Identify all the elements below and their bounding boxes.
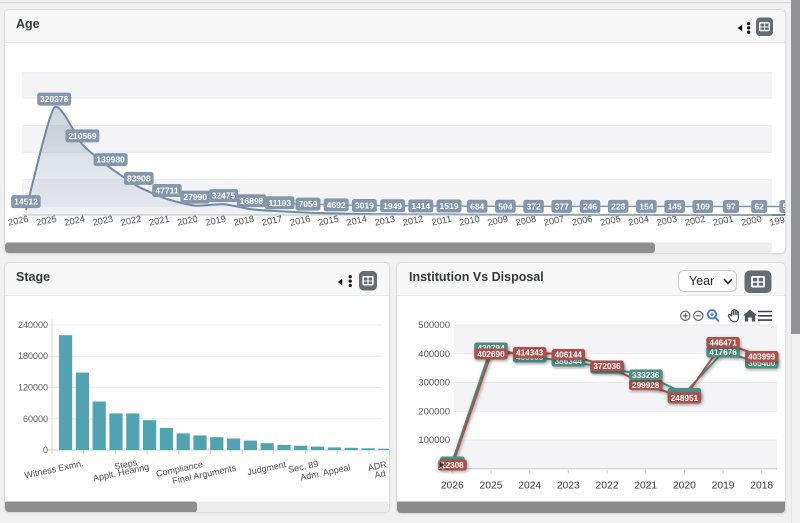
- svg-text:145: 145: [668, 202, 682, 212]
- svg-text:0: 0: [43, 445, 48, 455]
- svg-text:417676: 417676: [709, 348, 737, 357]
- svg-text:2012: 2012: [402, 214, 424, 228]
- svg-text:446471: 446471: [709, 339, 737, 348]
- svg-text:83908: 83908: [127, 173, 151, 183]
- svg-text:2023: 2023: [557, 481, 580, 492]
- svg-text:299928: 299928: [632, 381, 660, 390]
- svg-text:504: 504: [498, 201, 512, 211]
- svg-text:406144: 406144: [555, 351, 583, 360]
- svg-text:372036: 372036: [593, 362, 621, 371]
- svg-text:2024: 2024: [518, 481, 541, 492]
- svg-text:2023: 2023: [92, 214, 114, 228]
- svg-text:60000: 60000: [23, 414, 48, 424]
- svg-text:2004: 2004: [628, 214, 650, 228]
- svg-text:51: 51: [783, 202, 785, 212]
- svg-text:62: 62: [754, 202, 764, 212]
- svg-text:11103: 11103: [268, 198, 291, 208]
- svg-text:2022: 2022: [596, 481, 619, 492]
- svg-text:2001: 2001: [712, 214, 734, 228]
- svg-text:402690: 402690: [477, 350, 505, 359]
- svg-text:320378: 320378: [40, 94, 69, 104]
- svg-text:246: 246: [583, 201, 597, 211]
- svg-text:139980: 139980: [96, 155, 125, 165]
- svg-text:7059: 7059: [299, 199, 318, 209]
- svg-text:2000: 2000: [740, 214, 762, 228]
- svg-text:2024: 2024: [64, 214, 86, 228]
- svg-text:240000: 240000: [18, 320, 48, 330]
- svg-text:200000: 200000: [418, 406, 450, 417]
- svg-text:333236: 333236: [632, 371, 660, 380]
- svg-text:2022: 2022: [120, 214, 142, 228]
- svg-text:97: 97: [726, 202, 736, 212]
- svg-text:2014: 2014: [346, 214, 368, 228]
- svg-text:2019: 2019: [712, 481, 735, 492]
- svg-text:2006: 2006: [571, 214, 593, 228]
- svg-text:2025: 2025: [35, 214, 57, 228]
- svg-text:2011: 2011: [431, 214, 453, 228]
- svg-text:180000: 180000: [18, 351, 48, 361]
- svg-text:Judgment: Judgment: [246, 459, 287, 477]
- svg-text:2026: 2026: [7, 214, 29, 228]
- svg-text:4692: 4692: [327, 200, 346, 210]
- svg-text:2026: 2026: [441, 481, 464, 492]
- svg-text:27990: 27990: [183, 192, 207, 202]
- svg-text:2016: 2016: [289, 214, 311, 228]
- svg-text:2005: 2005: [599, 214, 621, 228]
- svg-text:2017: 2017: [261, 214, 283, 228]
- svg-text:14512: 14512: [14, 197, 38, 207]
- svg-text:400000: 400000: [418, 349, 450, 360]
- svg-text:228: 228: [611, 201, 625, 211]
- svg-text:2007: 2007: [543, 214, 565, 228]
- svg-text:154: 154: [639, 201, 653, 211]
- svg-text:1519: 1519: [440, 201, 459, 211]
- svg-text:2020: 2020: [176, 214, 198, 228]
- svg-text:2015: 2015: [317, 214, 339, 228]
- svg-text:377: 377: [555, 201, 569, 211]
- svg-text:365400: 365400: [748, 359, 776, 368]
- svg-text:2021: 2021: [148, 214, 170, 228]
- svg-text:500000: 500000: [418, 320, 450, 331]
- svg-text:109: 109: [696, 202, 710, 212]
- svg-text:1414: 1414: [411, 201, 430, 211]
- svg-text:403999: 403999: [748, 353, 776, 362]
- svg-text:1949: 1949: [383, 201, 402, 211]
- svg-text:372: 372: [527, 201, 541, 211]
- svg-text:2010: 2010: [458, 214, 480, 228]
- svg-text:210569: 210569: [68, 131, 97, 141]
- svg-text:2019: 2019: [205, 214, 227, 228]
- svg-text:2009: 2009: [487, 214, 509, 228]
- svg-text:47711: 47711: [155, 186, 178, 196]
- svg-text:2025: 2025: [480, 481, 503, 492]
- svg-text:Ad: Ad: [374, 468, 387, 480]
- svg-text:100000: 100000: [418, 435, 450, 446]
- svg-text:684: 684: [470, 201, 484, 211]
- svg-text:386344: 386344: [555, 357, 583, 366]
- svg-text:3019: 3019: [355, 201, 374, 211]
- svg-text:2021: 2021: [634, 481, 657, 492]
- svg-text:300000: 300000: [418, 378, 450, 389]
- svg-text:2008: 2008: [515, 214, 537, 228]
- svg-text:248951: 248951: [671, 394, 699, 403]
- svg-text:12308: 12308: [441, 461, 464, 470]
- svg-text:1999: 1999: [769, 214, 785, 228]
- svg-text:2020: 2020: [673, 481, 696, 492]
- svg-text:120000: 120000: [18, 383, 48, 393]
- svg-text:32475: 32475: [212, 191, 236, 201]
- svg-text:414343: 414343: [516, 349, 544, 358]
- svg-text:Steps: Steps: [113, 457, 138, 472]
- svg-text:2002: 2002: [684, 214, 706, 228]
- svg-text:2018: 2018: [750, 481, 773, 492]
- svg-text:2003: 2003: [656, 214, 678, 228]
- svg-text:ADR: ADR: [367, 459, 388, 473]
- svg-text:2018: 2018: [233, 214, 255, 228]
- svg-text:16898: 16898: [240, 196, 264, 206]
- svg-text:2013: 2013: [374, 214, 396, 228]
- svg-text:Witness Exmn.: Witness Exmn.: [24, 458, 85, 480]
